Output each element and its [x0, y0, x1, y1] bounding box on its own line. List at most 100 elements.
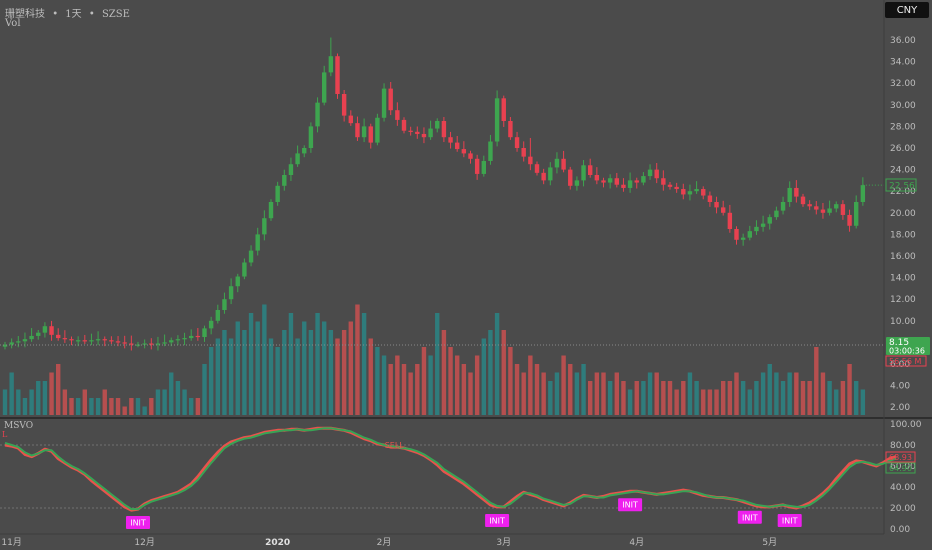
candle-body: [122, 342, 127, 344]
volume-bar: [435, 313, 440, 415]
volume-bar: [16, 389, 21, 415]
candle-body: [341, 94, 347, 116]
volume-bar: [834, 389, 839, 415]
volume-bar: [228, 338, 234, 415]
candle-body: [89, 340, 94, 342]
oscillator-pane[interactable]: [0, 418, 884, 534]
candle-body: [860, 185, 866, 202]
svg-text:INIT: INIT: [742, 513, 758, 522]
volume-bar: [541, 372, 546, 415]
price-tick-label: 16.00: [890, 252, 916, 262]
msvo-tick-label: 60.00: [890, 462, 916, 472]
candle-body: [554, 158, 560, 168]
volume-bar: [621, 381, 626, 415]
symbol-legend[interactable]: 珊塑科技 • 1天 • SZSE: [5, 5, 130, 20]
volume-bar: [288, 313, 294, 415]
symbol-name[interactable]: 珊塑科技: [5, 9, 45, 20]
volume-bar: [401, 364, 407, 415]
volume-bar: [388, 364, 393, 415]
candle-body: [621, 184, 626, 188]
candle-body: [634, 180, 639, 183]
candle-body: [375, 117, 380, 143]
volume-bar: [208, 347, 214, 415]
volume-bar: [129, 398, 134, 415]
volume-bar: [375, 347, 380, 415]
candle-body: [195, 335, 201, 338]
candle-body: [228, 286, 234, 300]
candle-body: [687, 191, 693, 195]
volume-bar: [248, 313, 254, 415]
svg-text:INIT: INIT: [622, 501, 638, 510]
candle-body: [395, 110, 400, 120]
volume-bar: [322, 321, 327, 415]
exchange-label: SZSE: [101, 9, 130, 20]
volume-bar: [75, 398, 81, 415]
msvo-red-value: 68.93: [885, 451, 916, 463]
volume-bar: [667, 381, 673, 415]
time-scale[interactable]: [0, 534, 884, 550]
candlesticks: [0, 37, 884, 351]
msvo-sublabel: L: [2, 430, 8, 439]
candle-body: [295, 153, 300, 165]
candle-body: [268, 202, 274, 219]
volume-bar: [594, 372, 600, 415]
candle-body: [109, 340, 114, 342]
volume-bar: [554, 372, 560, 415]
volume-bar: [335, 338, 340, 415]
candle-body: [780, 202, 786, 211]
last-price-label: 22.56: [885, 178, 917, 192]
svg-text:68.93: 68.93: [889, 453, 912, 462]
volume-bar: [760, 372, 766, 415]
volume-bar: [428, 355, 433, 415]
candle-body: [568, 169, 573, 186]
msvo-legend[interactable]: MSVO: [4, 421, 34, 431]
volume-bar: [721, 381, 726, 415]
volume-bar: [215, 338, 220, 415]
candle-body: [381, 88, 387, 118]
candle-body: [488, 141, 493, 161]
price-tick-label: 12.00: [890, 295, 916, 305]
candle-body: [534, 164, 540, 173]
candle-body: [594, 175, 600, 181]
volume-bar: [681, 381, 686, 415]
interval-label[interactable]: 1天: [65, 9, 82, 20]
price-scale[interactable]: [884, 0, 932, 534]
price-tick-label: 34.00: [890, 58, 916, 68]
volume-bar: [222, 330, 227, 415]
candle-body: [694, 189, 699, 192]
volume-bar: [36, 381, 41, 415]
candle-body: [767, 217, 772, 224]
time-tick-label: 2月: [377, 537, 392, 548]
volume-bar: [355, 304, 360, 415]
candle-body: [262, 218, 267, 235]
candle-body: [707, 195, 713, 202]
volume-bar: [29, 389, 34, 415]
candle-body: [607, 178, 613, 183]
svg-text:22.56: 22.56: [889, 182, 915, 192]
volume-legend[interactable]: Vol: [5, 18, 21, 29]
volume-bar: [780, 381, 786, 415]
volume-bar: [9, 372, 14, 415]
candle-body: [49, 326, 54, 335]
candle-body: [235, 276, 240, 287]
volume-bar: [767, 364, 772, 415]
candle-body: [155, 343, 161, 345]
volume-bars: [2, 304, 866, 415]
volume-bar: [747, 389, 752, 415]
volume-bar: [847, 364, 852, 415]
candle-body: [169, 340, 174, 343]
volume-bar: [361, 313, 367, 415]
currency-button[interactable]: CNY: [885, 2, 929, 18]
volume-bar: [122, 406, 127, 415]
candle-body: [348, 115, 353, 124]
candle-body: [740, 237, 746, 240]
candle-body: [355, 123, 360, 138]
volume-bar: [607, 381, 613, 415]
candle-body: [441, 121, 447, 138]
init-signal-label: INIT: [618, 498, 643, 512]
volume-bar: [341, 330, 347, 415]
volume-bar: [262, 304, 267, 415]
volume-bar: [581, 364, 586, 415]
